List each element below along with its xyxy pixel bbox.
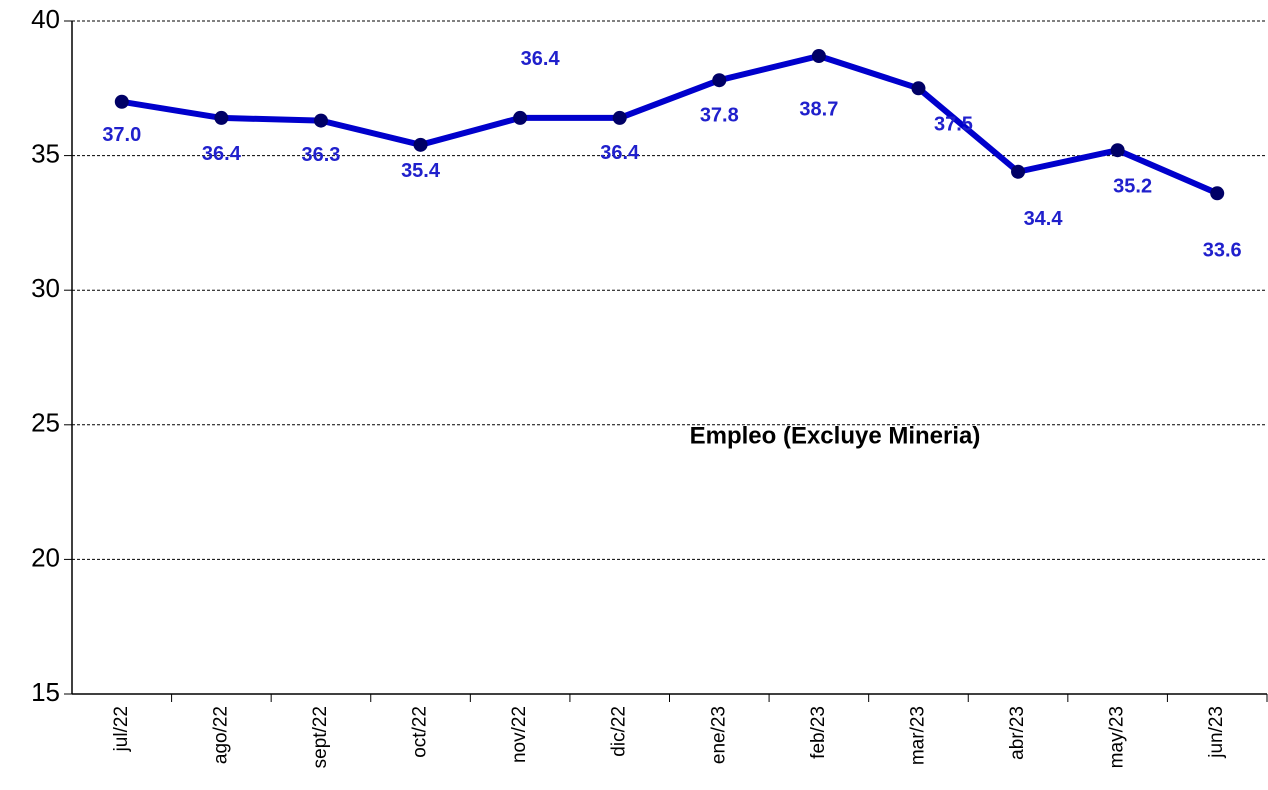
x-tick-label: jul/22 <box>111 706 132 752</box>
point <box>1011 164 1026 179</box>
point <box>612 110 627 125</box>
data-label: 37.8 <box>700 105 739 127</box>
line <box>121 52 1219 197</box>
data-label: 37.5 <box>934 114 973 136</box>
data-label: 35.4 <box>401 160 441 182</box>
point <box>313 113 328 128</box>
x-tick-label: nov/22 <box>509 706 530 763</box>
x-tick-label: feb/23 <box>808 706 829 759</box>
point <box>1210 186 1225 201</box>
x-tick-label: may/23 <box>1107 706 1128 768</box>
data-label: 36.4 <box>521 48 561 70</box>
x-tick-label: ago/22 <box>210 706 231 764</box>
x-tick-label: sept/22 <box>310 706 331 768</box>
point <box>811 48 826 63</box>
y-tick-label: 20 <box>31 542 60 572</box>
point <box>513 110 528 125</box>
y-tick-label: 40 <box>31 4 60 34</box>
x-tick-label: jun/23 <box>1206 706 1227 759</box>
y-tick-label: 30 <box>31 273 60 303</box>
point <box>114 94 129 109</box>
data-label: 36.4 <box>600 142 640 164</box>
data-label: 35.2 <box>1113 175 1152 197</box>
x-tick-label: oct/22 <box>410 706 431 758</box>
data-label: 38.7 <box>799 98 838 120</box>
x-tick-label: dic/22 <box>609 706 630 757</box>
point <box>712 73 727 88</box>
point <box>214 110 229 125</box>
x-tick-label: mar/23 <box>907 706 928 765</box>
point <box>911 81 926 96</box>
data-label: 34.4 <box>1024 208 1064 230</box>
annotation: Empleo (Excluye Mineria) <box>690 422 981 449</box>
data-label: 37.0 <box>102 124 141 146</box>
x-tick-label: ene/23 <box>708 706 729 764</box>
x-tick-label: abr/23 <box>1007 706 1028 760</box>
data-label: 36.3 <box>301 144 340 166</box>
y-tick-label: 35 <box>31 138 60 168</box>
point <box>1110 143 1125 158</box>
point <box>413 137 428 152</box>
data-label: 33.6 <box>1203 240 1242 262</box>
y-tick-label: 25 <box>31 408 60 438</box>
data-label: 36.4 <box>202 143 242 165</box>
y-tick-label: 15 <box>31 677 60 707</box>
